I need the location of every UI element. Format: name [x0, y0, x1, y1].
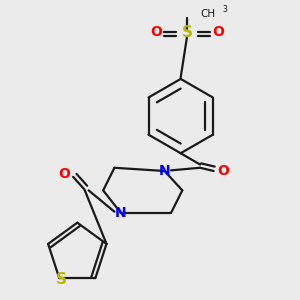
Text: CH: CH: [200, 9, 215, 19]
Text: O: O: [212, 25, 224, 39]
Text: O: O: [217, 164, 229, 178]
Text: N: N: [115, 206, 127, 220]
Text: 3: 3: [222, 5, 227, 14]
Text: O: O: [151, 25, 162, 39]
Text: S: S: [182, 25, 193, 40]
Text: N: N: [159, 164, 170, 178]
Text: S: S: [56, 272, 66, 287]
Text: O: O: [58, 167, 70, 181]
